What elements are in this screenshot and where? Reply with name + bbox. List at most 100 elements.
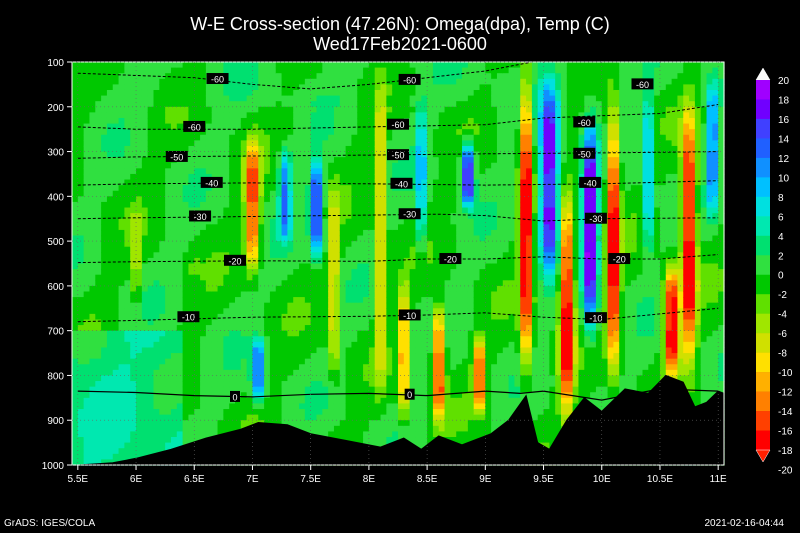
omega-cell — [106, 145, 114, 153]
omega-cell — [264, 381, 271, 388]
omega-cell — [368, 414, 376, 421]
omega-cell — [316, 325, 323, 332]
omega-cell — [211, 235, 219, 242]
omega-cell — [264, 319, 271, 326]
omega-cell — [345, 213, 353, 220]
omega-cell — [77, 302, 85, 309]
omega-cell — [409, 162, 417, 169]
omega-cell — [89, 319, 96, 326]
omega-cell — [328, 129, 335, 136]
omega-cell — [240, 229, 248, 237]
omega-cell — [386, 369, 393, 377]
omega-cell — [153, 67, 160, 74]
omega-cell — [246, 241, 254, 248]
omega-cell — [269, 291, 277, 298]
omega-cell — [333, 95, 341, 102]
omega-cell — [333, 358, 341, 365]
omega-cell — [200, 224, 207, 231]
omega-cell — [351, 89, 358, 97]
omega-cell — [95, 269, 102, 276]
omega-cell — [118, 140, 125, 147]
omega-cell — [170, 185, 178, 192]
omega-cell — [182, 437, 190, 444]
omega-cell — [124, 263, 131, 270]
omega-cell — [269, 67, 277, 74]
omega-cell — [194, 162, 201, 169]
omega-cell — [275, 330, 283, 337]
omega-cell — [444, 313, 451, 321]
omega-cell — [322, 190, 329, 197]
omega-cell — [293, 241, 300, 248]
omega-cell — [293, 190, 300, 197]
omega-cell — [159, 84, 166, 91]
omega-cell — [205, 129, 213, 136]
omega-cell — [83, 134, 91, 141]
omega-cell — [95, 117, 102, 125]
omega-cell — [264, 397, 271, 405]
omega-cell — [229, 341, 236, 349]
omega-cell — [287, 190, 294, 197]
omega-cell — [217, 313, 224, 321]
omega-cell — [339, 185, 347, 192]
omega-cell — [462, 140, 469, 147]
omega-cell — [368, 280, 376, 287]
omega-cell — [188, 67, 195, 74]
omega-cell — [432, 358, 440, 365]
omega-cell — [444, 78, 451, 85]
omega-cell — [153, 291, 160, 298]
omega-cell — [147, 420, 155, 427]
omega-cell — [153, 140, 160, 147]
omega-cell — [217, 151, 224, 158]
omega-cell — [450, 241, 457, 248]
omega-cell — [83, 246, 91, 253]
omega-cell — [229, 140, 236, 147]
omega-cell — [200, 235, 207, 242]
omega-cell — [421, 78, 428, 85]
omega-cell — [194, 229, 201, 237]
omega-cell — [200, 112, 207, 119]
omega-cell — [229, 414, 236, 421]
omega-cell — [89, 185, 96, 192]
omega-cell — [467, 414, 475, 421]
omega-cell — [392, 409, 399, 416]
omega-cell — [374, 89, 382, 97]
omega-cell — [77, 78, 85, 85]
omega-cell — [339, 302, 347, 309]
omega-cell — [153, 168, 160, 175]
omega-cell — [89, 414, 96, 421]
omega-cell — [72, 442, 79, 449]
omega-cell — [316, 403, 323, 410]
omega-cell — [124, 409, 131, 416]
omega-cell — [229, 263, 236, 270]
omega-cell — [83, 84, 91, 91]
omega-cell — [316, 414, 323, 421]
omega-cell — [415, 140, 422, 147]
omega-cell — [83, 257, 91, 265]
omega-cell — [188, 257, 195, 265]
omega-cell — [77, 375, 85, 382]
omega-cell — [182, 140, 190, 147]
omega-cell — [299, 185, 306, 192]
omega-cell — [153, 235, 160, 242]
omega-cell — [368, 157, 376, 164]
omega-cell — [275, 336, 283, 343]
omega-cell — [392, 297, 399, 304]
omega-cell — [83, 190, 91, 197]
omega-cell — [328, 420, 335, 427]
omega-cell — [95, 151, 102, 158]
omega-cell — [386, 313, 393, 321]
omega-cell — [269, 409, 277, 416]
omega-cell — [223, 101, 230, 108]
omega-cell — [275, 95, 283, 102]
omega-cell — [136, 78, 143, 85]
omega-cell — [287, 140, 294, 147]
omega-cell — [141, 291, 149, 298]
omega-cell — [363, 358, 370, 365]
omega-cell — [432, 185, 440, 192]
omega-cell — [124, 173, 131, 181]
omega-cell — [345, 95, 353, 102]
omega-cell — [124, 274, 131, 281]
omega-cell — [130, 207, 137, 214]
omega-cell — [351, 280, 358, 287]
omega-cell — [240, 291, 248, 298]
